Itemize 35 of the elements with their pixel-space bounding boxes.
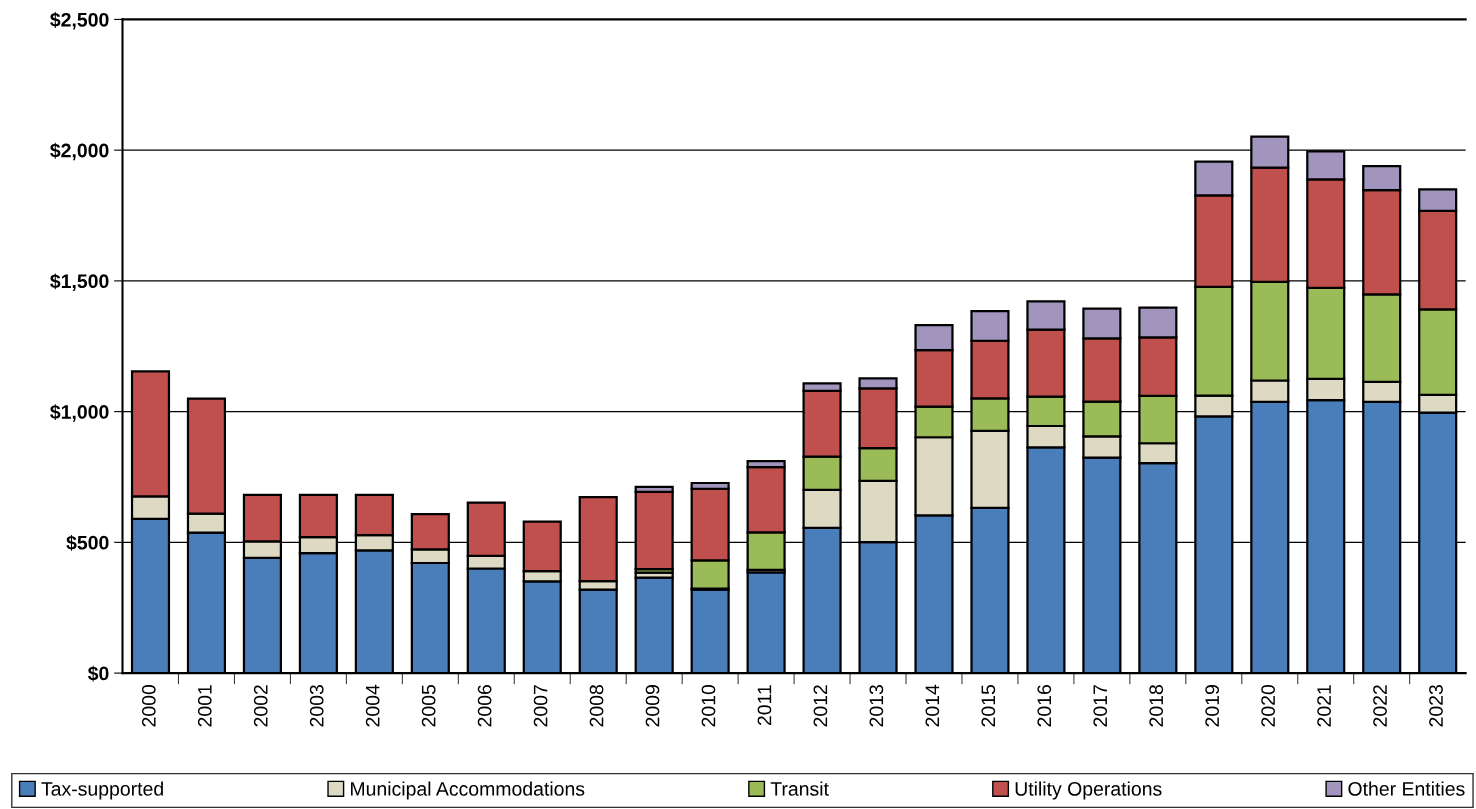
legend-label: Tax-supported [41,781,163,800]
x-tick-label: 2002 [253,685,268,727]
x-tick-label: 2008 [589,685,604,727]
x-tick-label: 2017 [1093,685,1108,727]
y-tick-label: $2,500 [50,12,109,30]
x-tick-label: 2003 [309,685,324,727]
x-tick-label: 2018 [1149,685,1164,727]
legend-label: Municipal Accommodations [351,781,585,800]
y-tick-label: $500 [66,534,109,551]
x-tick-label: 2011 [757,685,772,726]
legend-label: Other Entities [1348,781,1465,796]
x-tick-label: 2022 [1373,685,1387,727]
x-tick-label: 2001 [197,685,212,727]
x-tick-label: 2016 [1037,685,1052,727]
x-tick-label: 2023 [1429,685,1443,727]
x-tick-label: 2015 [981,685,996,727]
x-tick-label: 2014 [925,684,940,727]
x-tick-label: 2019 [1205,685,1220,727]
x-tick-label: 2010 [701,684,716,727]
legend-label: Transit [770,781,829,796]
x-tick-label: 2009 [645,685,660,727]
x-tick-label: 2012 [813,685,828,727]
y-tick-label: $1,500 [50,273,109,291]
x-tick-label: 2020 [1261,684,1276,727]
y-tick-label: $0 [87,665,109,682]
x-tick-label: 2013 [869,685,884,727]
x-tick-label: 2007 [533,685,548,727]
x-tick-label: 2005 [421,685,436,727]
x-tick-label: 2021 [1317,685,1331,727]
y-tick-label: $2,000 [50,142,109,161]
x-tick-label: 2004 [365,684,380,727]
legend-label: Utility Operations [1015,781,1162,800]
x-tick-label: 2000 [141,684,156,727]
x-tick-label: 2006 [477,685,492,727]
y-tick-label: $1,000 [50,404,109,422]
